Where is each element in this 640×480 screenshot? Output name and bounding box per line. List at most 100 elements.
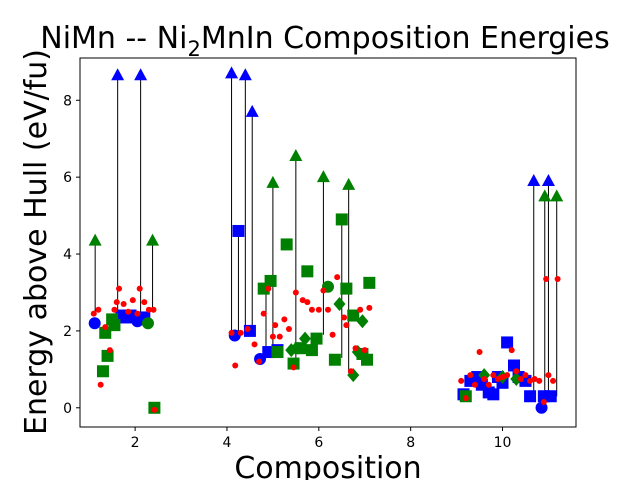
y-tick-label-6: 6 — [63, 170, 72, 186]
point-dot-7-0 — [90, 310, 97, 317]
point-triangle-1-2 — [266, 175, 280, 188]
point-dot-7-39 — [334, 274, 341, 281]
point-square-3-8 — [271, 346, 284, 359]
point-dot-7-50 — [471, 381, 478, 388]
point-dot-7-12 — [136, 285, 143, 292]
point-circle-4-1 — [131, 315, 144, 328]
point-dot-7-45 — [361, 347, 368, 354]
point-dot-7-2 — [97, 381, 104, 388]
point-dot-7-30 — [290, 364, 297, 371]
point-square-2-21 — [524, 390, 537, 403]
point-diamond-6-6 — [478, 368, 491, 383]
point-dot-7-15 — [150, 306, 157, 313]
point-dot-7-65 — [540, 399, 547, 406]
point-dot-7-56 — [499, 374, 506, 381]
point-triangle-1-6 — [538, 189, 552, 202]
point-dot-7-55 — [494, 375, 501, 382]
x-tick-label-10: 10 — [494, 435, 512, 451]
point-dot-7-20 — [244, 325, 251, 332]
point-dot-7-69 — [554, 276, 561, 283]
point-dot-7-26 — [272, 322, 279, 329]
chart-title: NiMn -- Ni2MnIn Composition Energies — [40, 21, 609, 61]
point-dot-7-24 — [265, 285, 272, 292]
point-dot-7-38 — [329, 331, 336, 338]
point-dot-7-33 — [304, 299, 311, 306]
point-dot-7-19 — [237, 329, 244, 336]
point-dot-7-1 — [95, 306, 102, 313]
point-square-3-12 — [301, 265, 314, 278]
point-dot-7-49 — [467, 372, 474, 379]
point-diamond-6-8 — [510, 371, 523, 386]
point-dot-7-47 — [458, 377, 465, 384]
point-dot-7-40 — [341, 314, 348, 321]
x-axis-label: Composition — [234, 451, 421, 480]
point-square-2-17 — [501, 336, 514, 349]
point-dot-7-22 — [256, 358, 263, 365]
x-tick-label-4: 4 — [223, 435, 232, 451]
point-square-3-21 — [363, 276, 376, 289]
point-triangle-0-2 — [225, 66, 239, 79]
title-part-1: NiMn -- Ni — [40, 21, 187, 56]
point-square-3-13 — [305, 344, 318, 357]
point-circle-4-0 — [88, 317, 101, 330]
point-square-2-7 — [262, 346, 275, 359]
point-dot-7-48 — [462, 395, 469, 402]
point-dot-7-3 — [102, 324, 109, 331]
point-triangle-1-4 — [316, 170, 330, 183]
point-dot-7-7 — [116, 285, 123, 292]
point-dot-7-29 — [285, 325, 292, 332]
point-dot-7-28 — [281, 316, 288, 323]
point-dot-7-14 — [145, 306, 152, 313]
point-dot-7-13 — [141, 299, 148, 306]
point-dot-7-9 — [125, 308, 132, 315]
point-dot-7-44 — [357, 306, 364, 313]
point-dot-7-62 — [527, 377, 534, 384]
point-triangle-0-1 — [134, 68, 148, 81]
point-dot-7-25 — [269, 333, 276, 340]
point-square-3-15 — [328, 353, 341, 366]
point-dot-7-68 — [550, 377, 557, 384]
point-square-3-18 — [347, 309, 360, 322]
title-part-2: MnIn Composition Energies — [201, 21, 610, 56]
point-circle-5-0 — [141, 317, 154, 330]
point-dot-7-64 — [536, 377, 543, 384]
y-axis-label: Energy above Hull (eV/fu) — [19, 49, 54, 435]
point-diamond-6-5 — [356, 314, 369, 329]
point-triangle-1-7 — [550, 189, 564, 202]
point-triangle-1-5 — [342, 177, 356, 190]
point-dot-7-46 — [366, 304, 373, 311]
y-tick-label-4: 4 — [63, 247, 72, 263]
point-circle-5-1 — [292, 342, 305, 355]
y-axis: 0 2 4 6 8 — [63, 93, 80, 417]
point-square-2-23 — [544, 390, 557, 403]
point-triangle-0-4 — [245, 104, 259, 117]
point-square-3-10 — [287, 357, 300, 370]
point-dot-7-61 — [522, 372, 529, 379]
point-square-2-14 — [487, 388, 500, 401]
y-tick-label-8: 8 — [63, 93, 72, 109]
title-subscript: 2 — [187, 37, 200, 61]
point-dot-7-35 — [315, 306, 322, 313]
plot-area — [88, 66, 564, 414]
point-dot-7-60 — [517, 375, 524, 382]
point-dot-7-32 — [299, 297, 306, 304]
point-dot-7-18 — [232, 362, 239, 369]
point-dot-7-54 — [490, 372, 497, 379]
point-dot-7-10 — [129, 297, 136, 304]
y-tick-label-0: 0 — [63, 401, 72, 417]
point-dot-7-42 — [347, 368, 354, 375]
point-dot-7-21 — [251, 341, 258, 348]
point-dot-7-57 — [504, 372, 511, 379]
point-dot-7-59 — [513, 368, 520, 375]
point-dot-7-23 — [260, 310, 267, 317]
y-tick-label-2: 2 — [63, 324, 72, 340]
point-square-3-17 — [340, 282, 353, 295]
point-square-3-5 — [108, 319, 121, 332]
x-axis: 2 4 6 8 10 — [131, 427, 512, 451]
point-square-2-5 — [232, 224, 245, 237]
point-dot-7-5 — [111, 306, 118, 313]
point-square-3-9 — [280, 238, 293, 251]
point-dot-7-53 — [485, 381, 492, 388]
point-square-3-16 — [335, 213, 348, 226]
